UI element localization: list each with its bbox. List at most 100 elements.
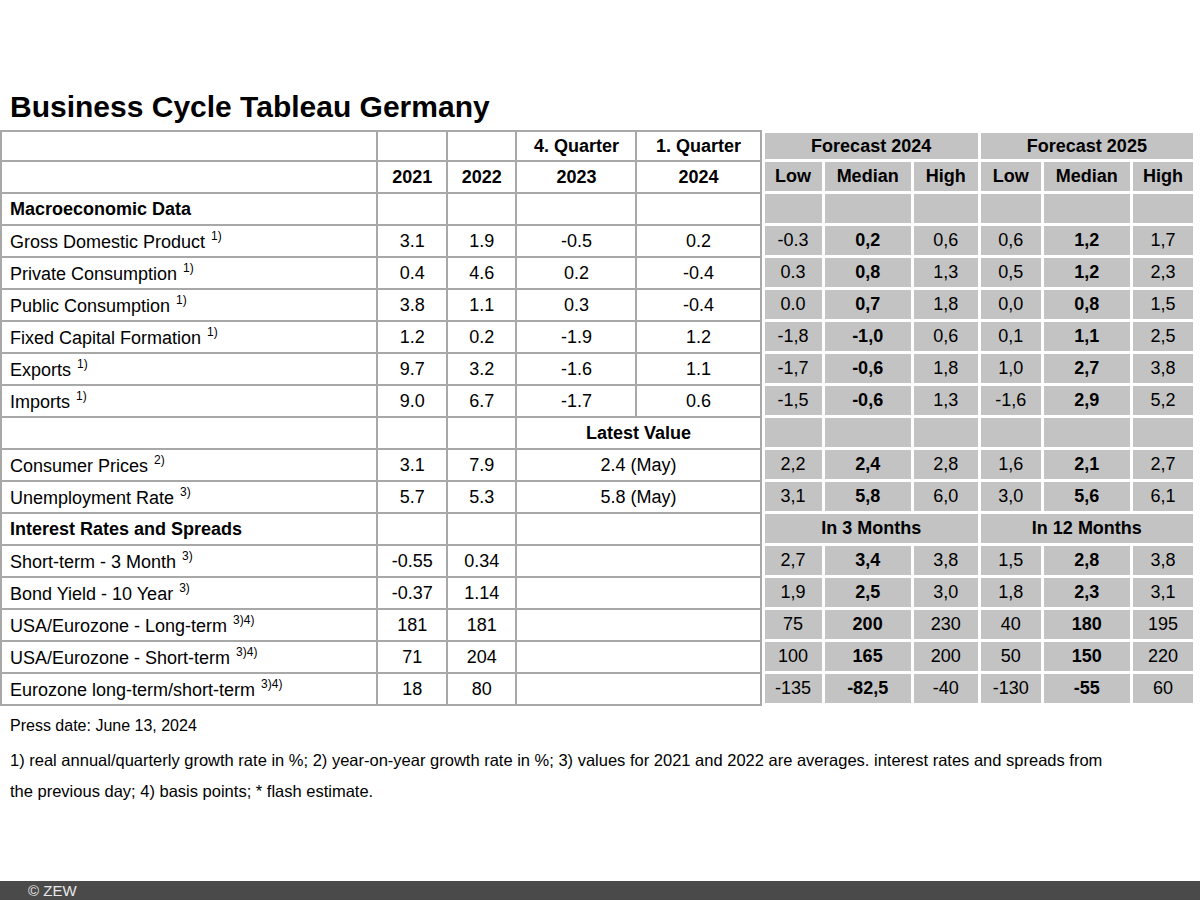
footnote-marker: 3)4)	[233, 613, 254, 627]
row-label: Exports 1)	[0, 354, 378, 386]
empty-cell	[448, 194, 517, 226]
forecast-empty	[825, 418, 914, 450]
header-empty-label	[0, 130, 378, 162]
historical-value: 1.14	[448, 578, 517, 610]
forecast-empty	[762, 418, 825, 450]
historical-value: 6.7	[448, 386, 517, 418]
forecast-value: 6,0	[914, 482, 981, 514]
forecast-value: 0.3	[762, 258, 825, 290]
forecast-value: 2,5	[1133, 322, 1196, 354]
empty-cell	[378, 194, 448, 226]
historical-value: -1.9	[517, 322, 637, 354]
forecast-value: 1,7	[1133, 226, 1196, 258]
business-cycle-table: 4. Quarter 1. Quarter Forecast 2024 Fore…	[0, 130, 1196, 706]
forecast-value: 0.0	[762, 290, 825, 322]
historical-value: 7.9	[448, 450, 517, 482]
historical-value: 9.7	[378, 354, 448, 386]
forecast-value: 3,0	[914, 578, 981, 610]
row-label-text: USA/Eurozone - Long-term	[10, 616, 227, 636]
row-label: USA/Eurozone - Short-term3)4)	[0, 642, 378, 674]
header-high-2025: High	[1133, 162, 1196, 194]
header-row-quarters: 4. Quarter 1. Quarter Forecast 2024 Fore…	[0, 130, 1196, 162]
footnote-marker: 1)	[211, 229, 222, 243]
forecast-value: 165	[825, 642, 914, 674]
forecast-empty	[981, 194, 1044, 226]
forecast-value: 50	[981, 642, 1044, 674]
forecast-value: 230	[914, 610, 981, 642]
forecast-value: 150	[1044, 642, 1133, 674]
table-row: Macroeconomic Data	[0, 194, 1196, 226]
forecast-value: 2,2	[762, 450, 825, 482]
forecast-value: 1,9	[762, 578, 825, 610]
row-label-text: Gross Domestic Product	[10, 232, 205, 252]
forecast-value: 0,7	[825, 290, 914, 322]
historical-value: -0.4	[637, 290, 761, 322]
historical-value: 204	[448, 642, 517, 674]
forecast-empty	[1044, 194, 1133, 226]
empty-merged-cell	[517, 514, 761, 546]
historical-value: 80	[448, 674, 517, 706]
historical-value: 4.6	[448, 258, 517, 290]
forecast-value: 180	[1044, 610, 1133, 642]
footnote-marker: 1)	[77, 357, 88, 371]
historical-value: -0.37	[378, 578, 448, 610]
row-label: Consumer Prices2)	[0, 450, 378, 482]
forecast-value: -135	[762, 674, 825, 706]
empty-cell	[517, 194, 637, 226]
empty-cell	[448, 418, 517, 450]
forecast-value: 5,2	[1133, 386, 1196, 418]
header-year-2022: 2022	[448, 162, 517, 194]
row-label: Bond Yield - 10 Year 3)	[0, 578, 378, 610]
forecast-empty	[1133, 194, 1196, 226]
table-row: Unemployment Rate3)5.75.35.8 (May)3,15,8…	[0, 482, 1196, 514]
table-row: Private Consumption1)0.44.60.2-0.40.30,8…	[0, 258, 1196, 290]
row-label: Short-term - 3 Month3)	[0, 546, 378, 578]
row-label-text: Public Consumption	[10, 296, 170, 316]
forecast-value: -55	[1044, 674, 1133, 706]
header-q1-quarter: 1. Quarter	[637, 130, 761, 162]
forecast-value: 0,0	[981, 290, 1044, 322]
forecast-value: 60	[1133, 674, 1196, 706]
forecast-value: 1,3	[914, 386, 981, 418]
historical-value: 71	[378, 642, 448, 674]
footnote-marker: 1)	[183, 261, 194, 275]
forecast-value: 0,2	[825, 226, 914, 258]
row-label-text: Fixed Capital Formation	[10, 328, 201, 348]
forecast-value: 3,4	[825, 546, 914, 578]
forecast-value: -82,5	[825, 674, 914, 706]
latest-value	[517, 642, 761, 674]
header-forecast-2025: Forecast 2025	[981, 130, 1196, 162]
forecast-empty	[1044, 418, 1133, 450]
historical-value: 0.2	[517, 258, 637, 290]
latest-value	[517, 578, 761, 610]
table-row: Eurozone long-term/short-term3)4)1880-13…	[0, 674, 1196, 706]
footnote-marker: 3)4)	[261, 677, 282, 691]
forecast-value: 2,8	[914, 450, 981, 482]
row-label-text: Bond Yield - 10 Year	[10, 584, 173, 604]
forecast-value: -1,5	[762, 386, 825, 418]
forecast-value: 0,8	[825, 258, 914, 290]
forecast-value: 1,5	[1133, 290, 1196, 322]
row-label-text: Exports	[10, 360, 71, 380]
header-year-2023: 2023	[517, 162, 637, 194]
forecast-value: 1,1	[1044, 322, 1133, 354]
footnote-marker: 1)	[207, 325, 218, 339]
forecast-value: 2,8	[1044, 546, 1133, 578]
forecast-value: -1,6	[981, 386, 1044, 418]
forecast-value: 1,0	[981, 354, 1044, 386]
forecast-value: 0,6	[914, 226, 981, 258]
row-label: Fixed Capital Formation 1)	[0, 322, 378, 354]
forecast-empty	[762, 194, 825, 226]
forecast-value: 40	[981, 610, 1044, 642]
table-row: Imports1)9.06.7-1.70.6-1,5-0,61,3-1,62,9…	[0, 386, 1196, 418]
empty-cell	[378, 514, 448, 546]
historical-value: 181	[378, 610, 448, 642]
forecast-value: 200	[914, 642, 981, 674]
row-label-text: Eurozone long-term/short-term	[10, 680, 255, 700]
footnote-marker: 3)	[179, 581, 190, 595]
header-empty-label2	[0, 162, 378, 194]
historical-value: 3.2	[448, 354, 517, 386]
empty-cell	[378, 418, 448, 450]
historical-value: 0.3	[517, 290, 637, 322]
row-label: Eurozone long-term/short-term 3)4)	[0, 674, 378, 706]
